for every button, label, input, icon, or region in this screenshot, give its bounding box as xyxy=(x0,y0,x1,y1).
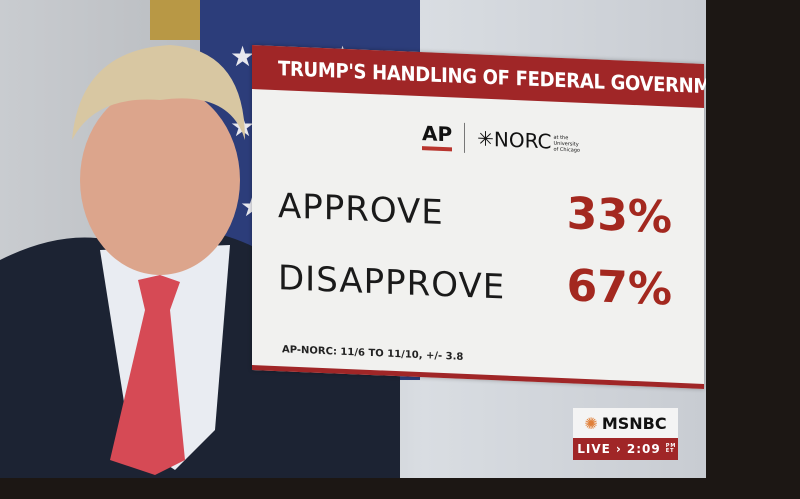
time: 2:09 xyxy=(626,442,661,456)
norc-star-icon: ✳ xyxy=(477,126,494,152)
poll-source: AP-NORC: 11/6 TO 11/10, +/- 3.8 xyxy=(282,344,464,363)
network-bug: ✺ MSNBC LIVE › 2:09 PM ET xyxy=(573,408,678,460)
chevron-right-icon: › xyxy=(615,442,622,456)
approve-value: 33% xyxy=(566,188,672,244)
poll-logos: AP ✳NORC at the University of Chicago xyxy=(422,116,581,163)
tv-screen: ★ ★ ★ ★ ★ ★ TRUMP'S HANDLING OF FEDERAL … xyxy=(0,0,706,478)
divider xyxy=(464,122,466,153)
approve-label: APPROVE xyxy=(278,186,444,234)
network-name: MSNBC xyxy=(601,413,667,433)
live-label: LIVE xyxy=(577,442,611,456)
disapprove-label: DISAPPROVE xyxy=(278,258,506,308)
peacock-icon: ✺ xyxy=(584,413,598,433)
timezone: PM ET xyxy=(665,443,677,454)
ap-logo: AP xyxy=(422,121,453,152)
graphic-title: TRUMP'S HANDLING OF FEDERAL GOVERNMENT? xyxy=(252,45,706,108)
poll-graphic: TRUMP'S HANDLING OF FEDERAL GOVERNMENT? … xyxy=(252,45,706,389)
disapprove-value: 67% xyxy=(566,260,672,316)
norc-logo: ✳NORC at the University of Chicago xyxy=(477,126,580,154)
